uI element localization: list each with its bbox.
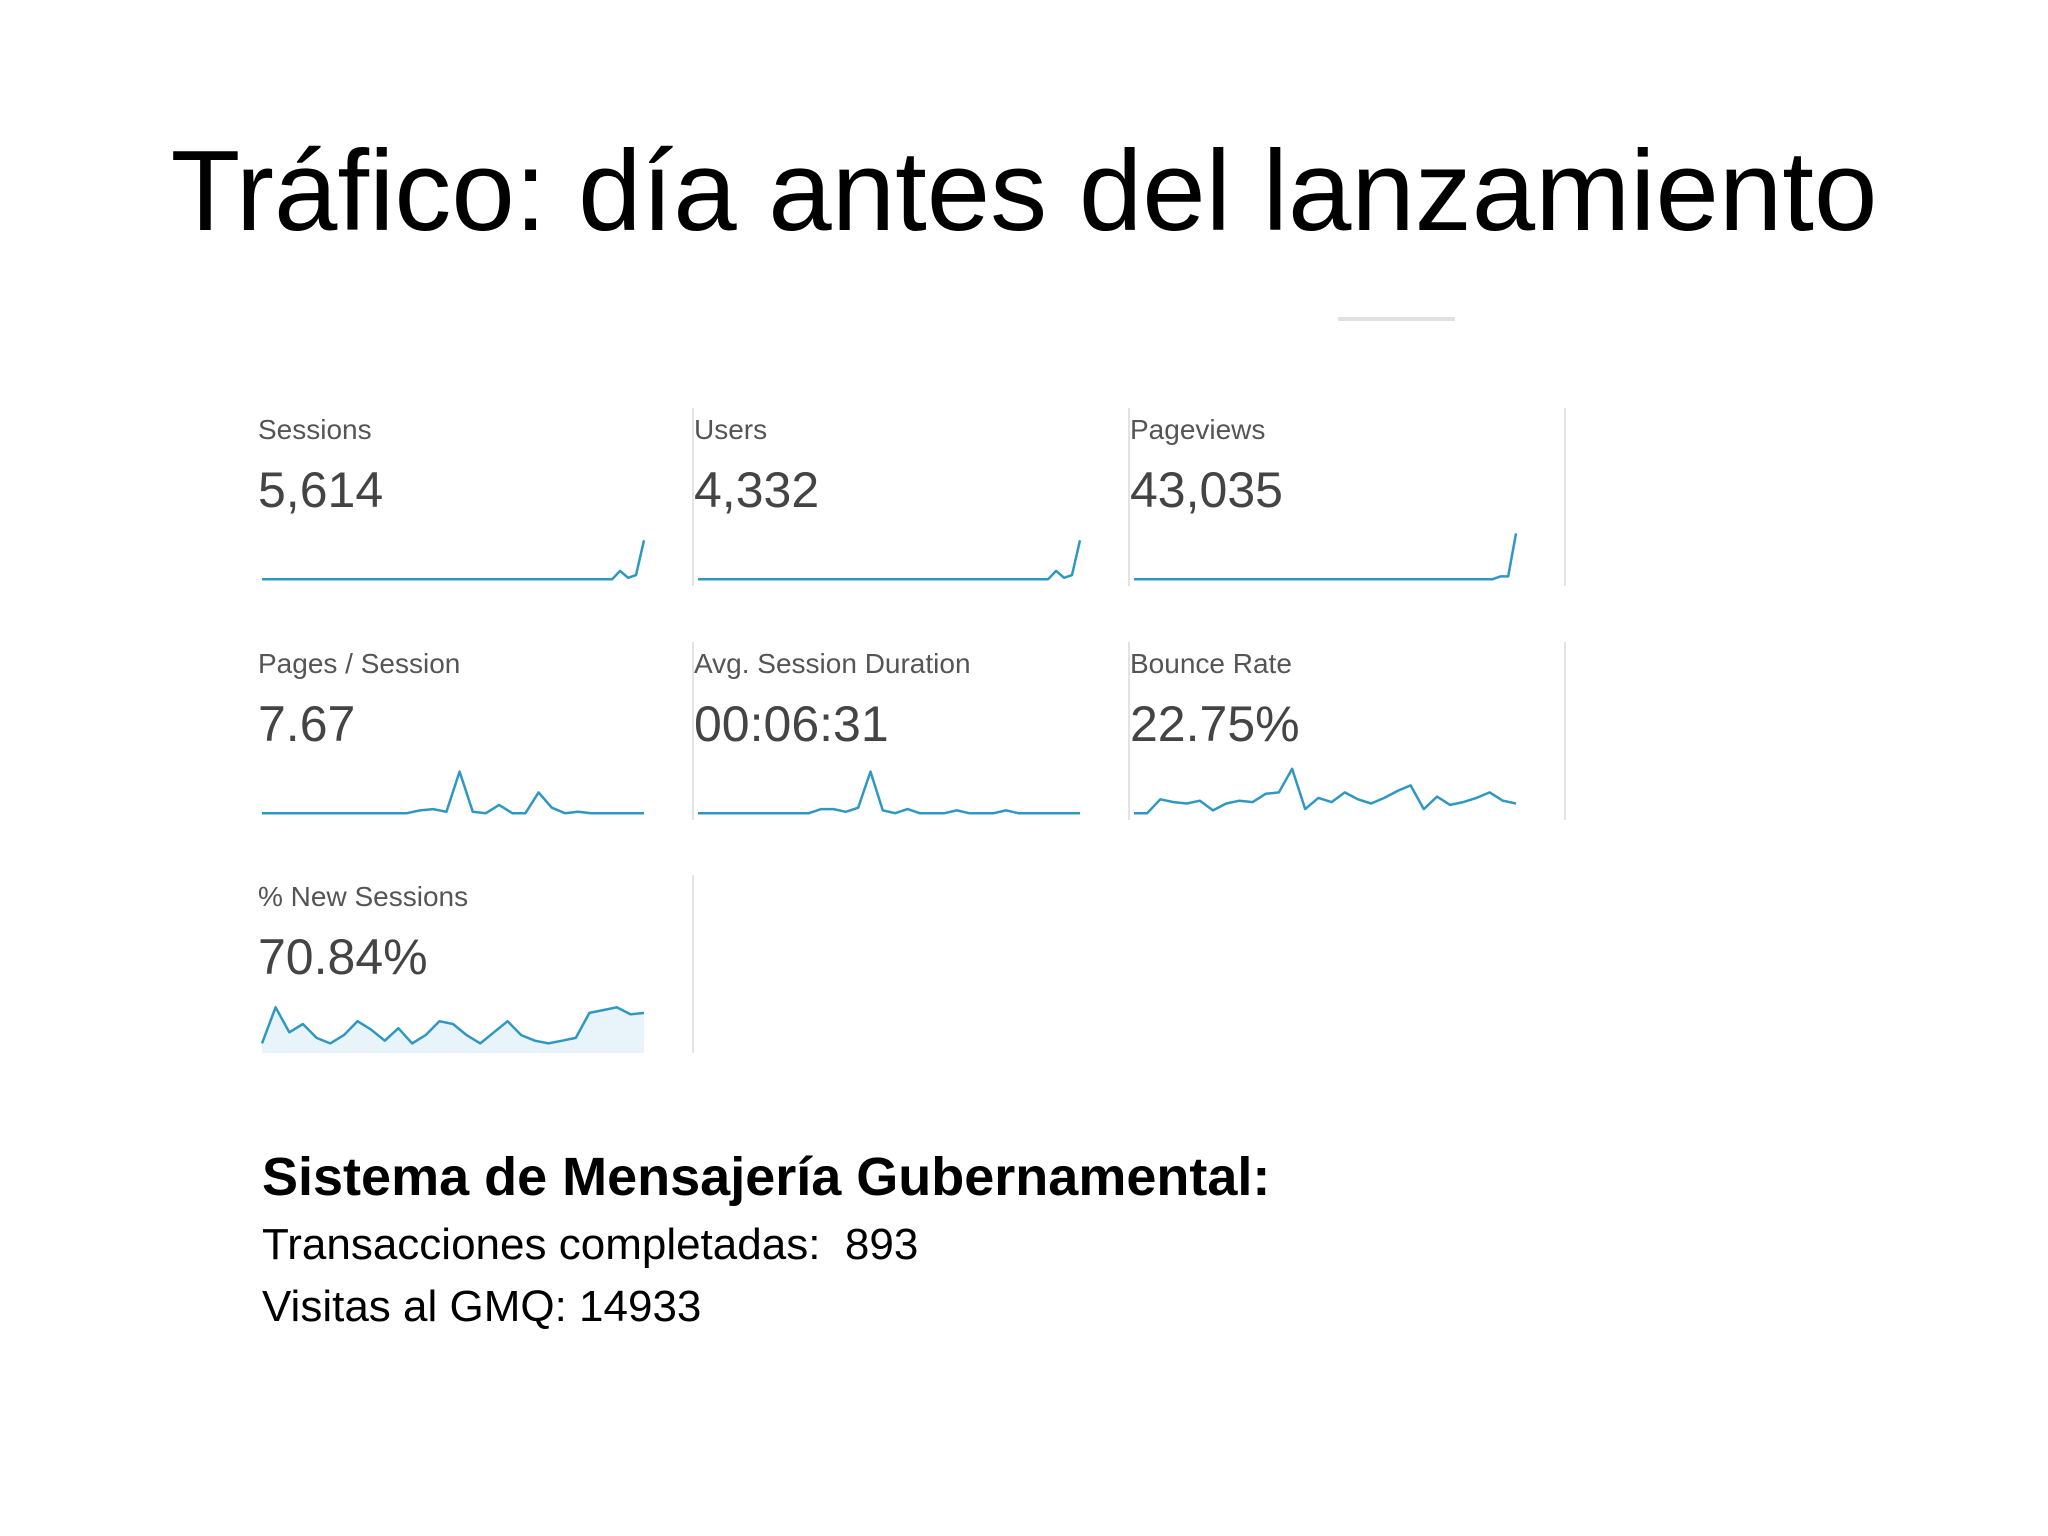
metric-value: 5,614 [258,462,384,518]
summary-heading: Sistema de Mensajería Gubernamental: [262,1147,1271,1207]
card-divider [692,642,694,820]
slide-title: Tráfico: día antes del lanzamiento [170,128,1878,255]
sparkline-line [698,540,1082,581]
metric-card-avg-session-duration[interactable]: Avg. Session Duration 00:06:31 [694,642,1130,820]
title-underline-decoration [1338,317,1455,321]
metric-label: Pageviews [1130,414,1266,445]
sparkline-line [262,770,644,815]
sparkline [698,770,1080,815]
metric-value: 4,332 [694,462,820,518]
card-divider [1128,408,1130,586]
metric-card-bounce-rate[interactable]: Bounce Rate 22.75% [1130,642,1566,820]
metric-label: Users [694,414,768,445]
metric-value: 7.67 [258,696,356,752]
metric-label: Avg. Session Duration [694,648,971,679]
metric-value: 43,035 [1130,462,1283,518]
sparkline-area [262,1007,644,1053]
card-divider [1564,642,1566,820]
card-divider [1128,642,1130,820]
sparkline-line [262,540,646,581]
sparkline-line [1134,767,1517,815]
sparkline-line [1134,533,1518,581]
card-divider [692,875,694,1053]
sparkline-line [260,1006,645,1045]
sparkline [1134,533,1518,581]
metric-card-new-sessions[interactable]: % New Sessions 70.84% [258,875,694,1053]
metric-label: Bounce Rate [1130,648,1292,679]
metric-value: 70.84% [258,929,428,985]
card-divider [1564,408,1566,586]
sparkline [262,540,646,581]
summary-block: Sistema de Mensajería Gubernamental: Tra… [262,1140,1762,1338]
metric-label: Sessions [258,414,372,445]
sparkline-line [698,770,1080,815]
card-divider [692,408,694,586]
metric-card-users[interactable]: Users 4,332 [694,408,1130,586]
metric-card-sessions[interactable]: Sessions 5,614 [258,408,694,586]
metric-card-pageviews[interactable]: Pageviews 43,035 [1130,408,1566,586]
sparkline [1134,767,1517,815]
summary-transactions: Transacciones completadas: 893 [262,1220,919,1269]
metric-label: Pages / Session [258,648,461,679]
metric-label: % New Sessions [258,881,469,912]
metric-card-pages-per-session[interactable]: Pages / Session 7.67 [258,642,694,820]
sparkline [262,770,644,815]
sparkline [698,540,1082,581]
metric-value: 00:06:31 [694,696,889,752]
sparkline [260,1006,645,1053]
summary-visits: Visitas al GMQ: 14933 [262,1282,702,1331]
metric-value: 22.75% [1130,696,1300,752]
